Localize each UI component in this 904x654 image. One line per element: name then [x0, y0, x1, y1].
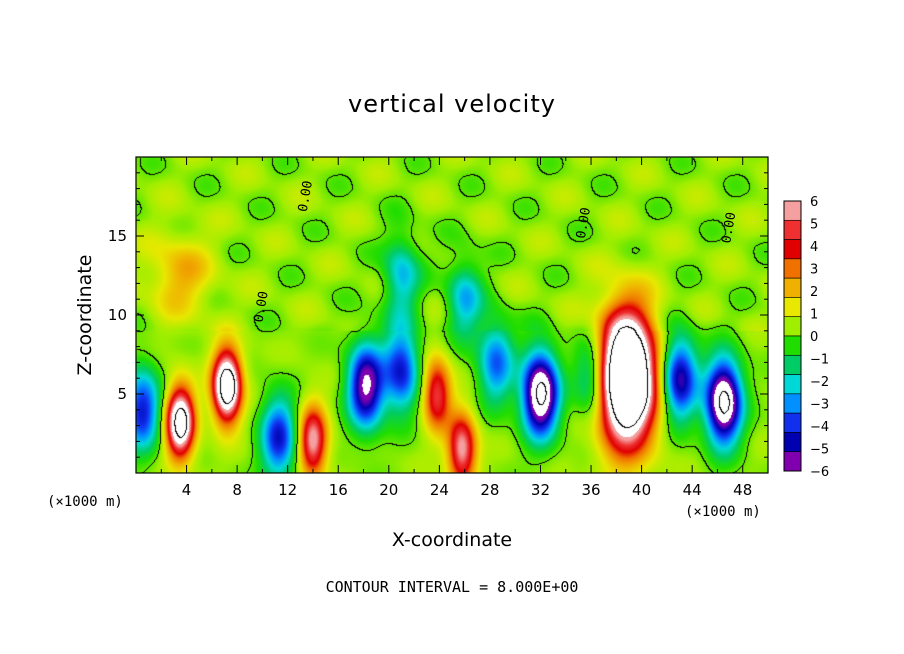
- colorbar-label: 1: [810, 308, 818, 323]
- colorbar-swatch: [783, 200, 802, 221]
- x-tick-label: 24: [430, 481, 449, 499]
- x-tick-label: 36: [581, 481, 600, 499]
- x-tick-label: 12: [278, 481, 297, 499]
- colorbar-label: −4: [810, 420, 829, 435]
- contour-label: 0.00: [719, 211, 739, 244]
- x-axis-label: X-coordinate: [392, 529, 512, 551]
- colorbar-swatch: [783, 297, 802, 318]
- y-tick-label: 10: [108, 306, 127, 324]
- colorbar-swatch: [783, 412, 802, 433]
- colorbar-label: −5: [810, 443, 829, 458]
- x-tick-label: 16: [329, 481, 348, 499]
- contour-label: 0.00: [574, 206, 594, 239]
- x-tick-label: 32: [531, 481, 550, 499]
- colorbar-label: −1: [810, 353, 829, 368]
- x-tick-label: 28: [480, 481, 499, 499]
- colorbar-label: −6: [810, 465, 829, 480]
- colorbar-label: 2: [810, 285, 818, 300]
- colorbar: [783, 200, 802, 472]
- x-tick-labels: 4 8 12 16 20 24 28 32 36 40 44 48: [182, 481, 752, 499]
- axis-ticks: [136, 157, 768, 473]
- colorbar-labels: 6 5 4 3 2 1 0 −1 −2 −3 −4 −5 −6: [810, 195, 829, 480]
- colorbar-swatch: [783, 374, 802, 395]
- contour-labels: 0.00 0.00 0.00 0.00: [252, 180, 740, 324]
- x-unit-right: (×1000 m): [685, 504, 761, 520]
- x-tick-label: 40: [632, 481, 651, 499]
- plot-area: 0.00 0.00 0.00 0.00: [135, 156, 769, 474]
- contour-interval-note: CONTOUR INTERVAL = 8.000E+00: [326, 578, 579, 596]
- colorbar-swatch: [783, 451, 802, 472]
- colorbar-label: −2: [810, 375, 829, 390]
- y-tick-labels: 5 10 15: [108, 227, 127, 403]
- colorbar-swatch: [783, 393, 802, 414]
- colorbar-label: 4: [810, 240, 818, 255]
- colorbar-swatch: [783, 277, 802, 298]
- colorbar-label: 5: [810, 218, 818, 233]
- colorbar-swatch: [783, 258, 802, 279]
- x-tick-label: 20: [379, 481, 398, 499]
- contour-label: 0.00: [296, 180, 316, 213]
- colorbar-swatch: [783, 432, 802, 453]
- y-tick-label: 15: [108, 227, 127, 245]
- colorbar-label: 3: [810, 263, 818, 278]
- x-tick-label: 44: [683, 481, 702, 499]
- contour-label: 0.00: [252, 290, 272, 323]
- y-tick-label: 5: [117, 385, 127, 403]
- colorbar-swatch: [783, 354, 802, 375]
- x-tick-label: 48: [733, 481, 752, 499]
- colorbar-label: 6: [810, 195, 818, 210]
- x-tick-label: 4: [182, 481, 192, 499]
- y-axis-label: Z-coordinate: [74, 255, 96, 376]
- colorbar-swatch: [783, 219, 802, 240]
- chart-title: vertical velocity: [348, 90, 556, 118]
- colorbar-label: −3: [810, 398, 829, 413]
- colorbar-swatch: [783, 316, 802, 337]
- colorbar-label: 0: [810, 330, 818, 345]
- velocity-field: [136, 157, 768, 473]
- x-tick-label: 8: [232, 481, 242, 499]
- colorbar-swatch: [783, 239, 802, 260]
- colorbar-frame: [783, 200, 802, 472]
- colorbar-swatch: [783, 335, 802, 356]
- x-unit-left: (×1000 m): [47, 494, 123, 510]
